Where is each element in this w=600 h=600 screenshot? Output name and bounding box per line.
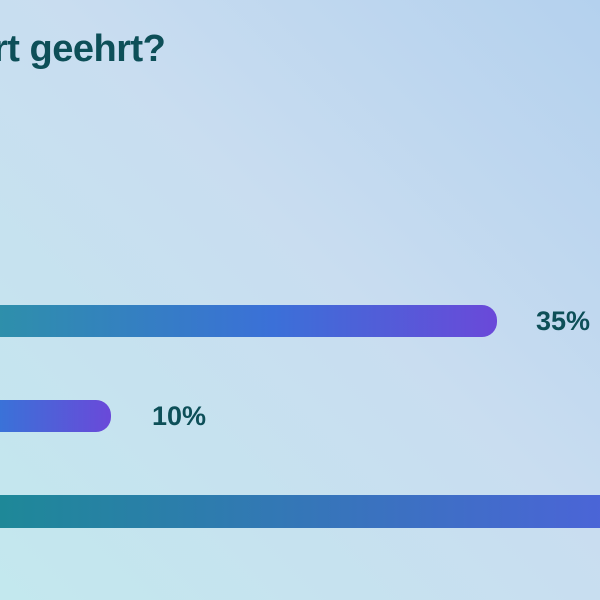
bar-cropped-right [0,495,600,528]
chart-title: rt geehrt? [0,28,166,70]
value-label-35-percent: 35% [536,306,591,336]
bar-10-percent [0,400,111,432]
bar-35-percent [0,305,497,337]
value-label-10-percent: 10% [152,401,207,431]
